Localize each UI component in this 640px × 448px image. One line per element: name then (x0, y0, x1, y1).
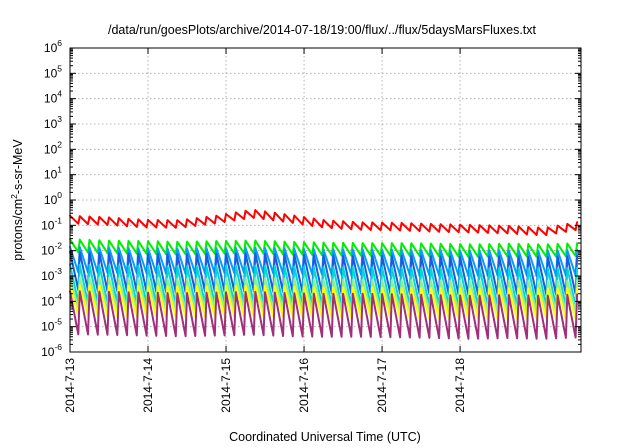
y-tick-labels: 10-6 10-5 10-4 10-3 10-2 10-1 100 101 102 103 104 1… (41, 38, 62, 359)
y-tick-label: 105 (44, 63, 62, 80)
tick-marks (69, 47, 581, 353)
y-tick-label: 10-1 (41, 215, 62, 232)
x-axis-label: Coordinated Universal Time (UTC) (229, 430, 421, 444)
x-tick-labels: 2014-7-13 2014-7-14 2014-7-15 2014-7-16 2014… (63, 358, 467, 413)
y-tick-label: 10-6 (41, 342, 62, 359)
chart-title: /data/run/goesPlots/archive/2014-07-18/1… (108, 23, 537, 37)
y-tick-label: 10-3 (41, 266, 62, 283)
y-tick-label: 10-4 (41, 291, 62, 308)
x-tick-label: 2014-7-18 (453, 358, 467, 413)
x-tick-label: 2014-7-17 (375, 358, 389, 413)
y-tick-label: 10-5 (41, 317, 62, 334)
y-axis-label-rest: -s-sr-MeV (11, 139, 25, 195)
y-tick-label: 101 (44, 165, 62, 182)
y-axis-label-main: protons/cm (11, 199, 25, 261)
y-tick-label: 10-2 (41, 241, 62, 258)
y-axis-label-sup: 2 (9, 194, 19, 199)
series-group (69, 209, 579, 340)
x-tick-label: 2014-7-16 (297, 358, 311, 413)
y-tick-label: 103 (44, 114, 62, 131)
series-line (69, 209, 579, 237)
y-tick-label: 100 (44, 190, 62, 207)
y-tick-label: 106 (44, 38, 62, 55)
x-tick-label: 2014-7-14 (141, 358, 155, 413)
series-line (69, 290, 579, 340)
y-tick-label: 104 (44, 89, 62, 106)
y-axis-label: protons/cm2-s-sr-MeV (9, 139, 25, 261)
y-tick-label: 102 (44, 139, 62, 156)
x-tick-label: 2014-7-13 (63, 358, 77, 413)
x-tick-label: 2014-7-15 (219, 358, 233, 413)
